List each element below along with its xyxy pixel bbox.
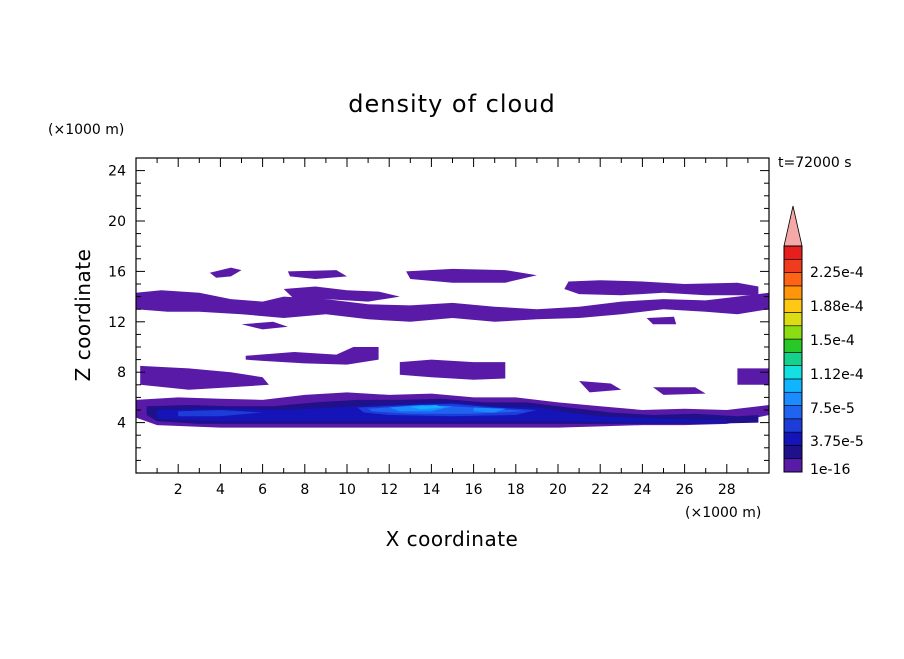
x-tick-label: 24 — [633, 482, 651, 498]
colorbar-swatch — [783, 312, 803, 327]
x-tick-label: 22 — [591, 482, 609, 498]
y-tick-label: 24 — [108, 164, 126, 180]
contour-mid-b — [399, 359, 506, 380]
x-tick-label: 8 — [300, 482, 309, 498]
colorbar-swatch — [783, 285, 803, 300]
contour-upper-mid — [283, 286, 400, 302]
colorbar-swatch — [783, 258, 803, 273]
contour-patch-c — [406, 268, 537, 283]
contour-low-level6b — [473, 407, 506, 413]
contour-mid-a — [245, 347, 379, 365]
colorbar-swatch — [783, 405, 803, 420]
contour-mid-e — [653, 387, 706, 395]
x-tick-label: 6 — [258, 482, 267, 498]
y-tick-label: 8 — [117, 365, 126, 381]
contour-mid-d — [579, 381, 622, 393]
colorbar-swatch — [783, 378, 803, 393]
y-axis-label: Z coordinate — [71, 249, 95, 382]
x-tick-label: 10 — [338, 482, 356, 498]
contour-fields — [136, 267, 769, 428]
contour-patch-b — [287, 270, 347, 279]
contour-low-level4a — [178, 410, 263, 417]
contour-patch-d — [241, 321, 288, 330]
x-tick-label: 12 — [380, 482, 398, 498]
colorbar-swatch — [783, 365, 803, 380]
x-tick-label: 2 — [174, 482, 183, 498]
colorbar-swatch — [783, 391, 803, 406]
chart-title: density of cloud — [348, 90, 555, 118]
x-tick-label: 28 — [718, 482, 736, 498]
colorbar-label: 2.25e-4 — [810, 265, 864, 281]
x-tick-label: 4 — [216, 482, 225, 498]
contour-low-level7 — [410, 405, 445, 410]
colorbar-label: 1.88e-4 — [810, 299, 864, 315]
contour-upper-right — [564, 280, 759, 296]
colorbar: 1e-16 3.75e-5 7.5e-5 1.12e-4 1.5e-4 1.88e-4 2.… — [783, 205, 864, 478]
y-tick-label: 12 — [108, 315, 126, 331]
colorbar-label: 1e-16 — [810, 462, 850, 478]
colorbar-swatch — [783, 431, 803, 446]
contour-mid-right — [737, 368, 769, 385]
y-tick-label: 16 — [108, 264, 126, 280]
contour-mid-c — [140, 365, 269, 390]
colorbar-label: 1.5e-4 — [810, 333, 855, 349]
x-tick-label: 18 — [507, 482, 525, 498]
x-tick-label: 16 — [465, 482, 483, 498]
x-tick-label: 26 — [676, 482, 694, 498]
x-unit-label: (×1000 m) — [685, 505, 761, 521]
time-label: t=72000 s — [778, 155, 852, 171]
colorbar-swatch — [783, 338, 803, 353]
colorbar-swatch — [783, 445, 803, 460]
y-unit-label: (×1000 m) — [48, 122, 124, 138]
colorbar-frame — [783, 245, 803, 473]
colorbar-label: 7.5e-5 — [810, 401, 855, 417]
colorbar-swatch — [783, 325, 803, 340]
x-tick-label: 14 — [422, 482, 440, 498]
colorbar-extend-arrow — [783, 205, 803, 247]
colorbar-swatch — [783, 245, 803, 260]
x-axis-label: X coordinate — [386, 527, 519, 551]
y-tick-label: 20 — [108, 214, 126, 230]
colorbar-swatch — [783, 418, 803, 433]
y-tick-label: 4 — [117, 416, 126, 432]
contour-patch-e — [646, 316, 677, 325]
colorbar-swatch — [783, 352, 803, 366]
colorbar-swatch — [783, 458, 803, 473]
colorbar-swatch — [783, 298, 803, 313]
x-tick-label: 20 — [549, 482, 567, 498]
colorbar-label: 1.12e-4 — [810, 367, 864, 383]
colorbar-swatch — [783, 272, 803, 287]
contour-patch-a — [209, 267, 242, 278]
colorbar-label: 3.75e-5 — [810, 434, 864, 450]
